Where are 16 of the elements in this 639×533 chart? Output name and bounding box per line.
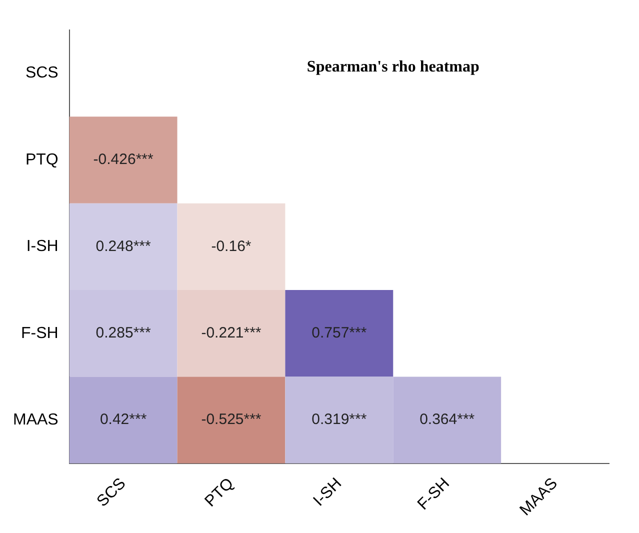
- data-label: 0.42***: [100, 411, 147, 428]
- data-label: -0.426***: [93, 151, 154, 168]
- data-label: 0.757***: [312, 324, 367, 342]
- data-label: -0.16*: [211, 238, 252, 255]
- y-tick-label: SCS: [25, 64, 58, 82]
- data-label: -0.221***: [201, 324, 262, 342]
- y-tick-label: I-SH: [26, 238, 58, 256]
- y-tick-label: PTQ: [25, 151, 58, 168]
- data-label: 0.319***: [312, 411, 367, 428]
- data-label: -0.525***: [201, 411, 262, 428]
- y-tick-label: MAAS: [13, 411, 58, 428]
- text: Spearman's rho heatmap: [306, 58, 480, 76]
- data-label: 0.364***: [420, 411, 475, 428]
- y-tick-label: F-SH: [21, 324, 58, 342]
- data-label: 0.248***: [96, 238, 151, 255]
- data-label: 0.285***: [96, 324, 151, 342]
